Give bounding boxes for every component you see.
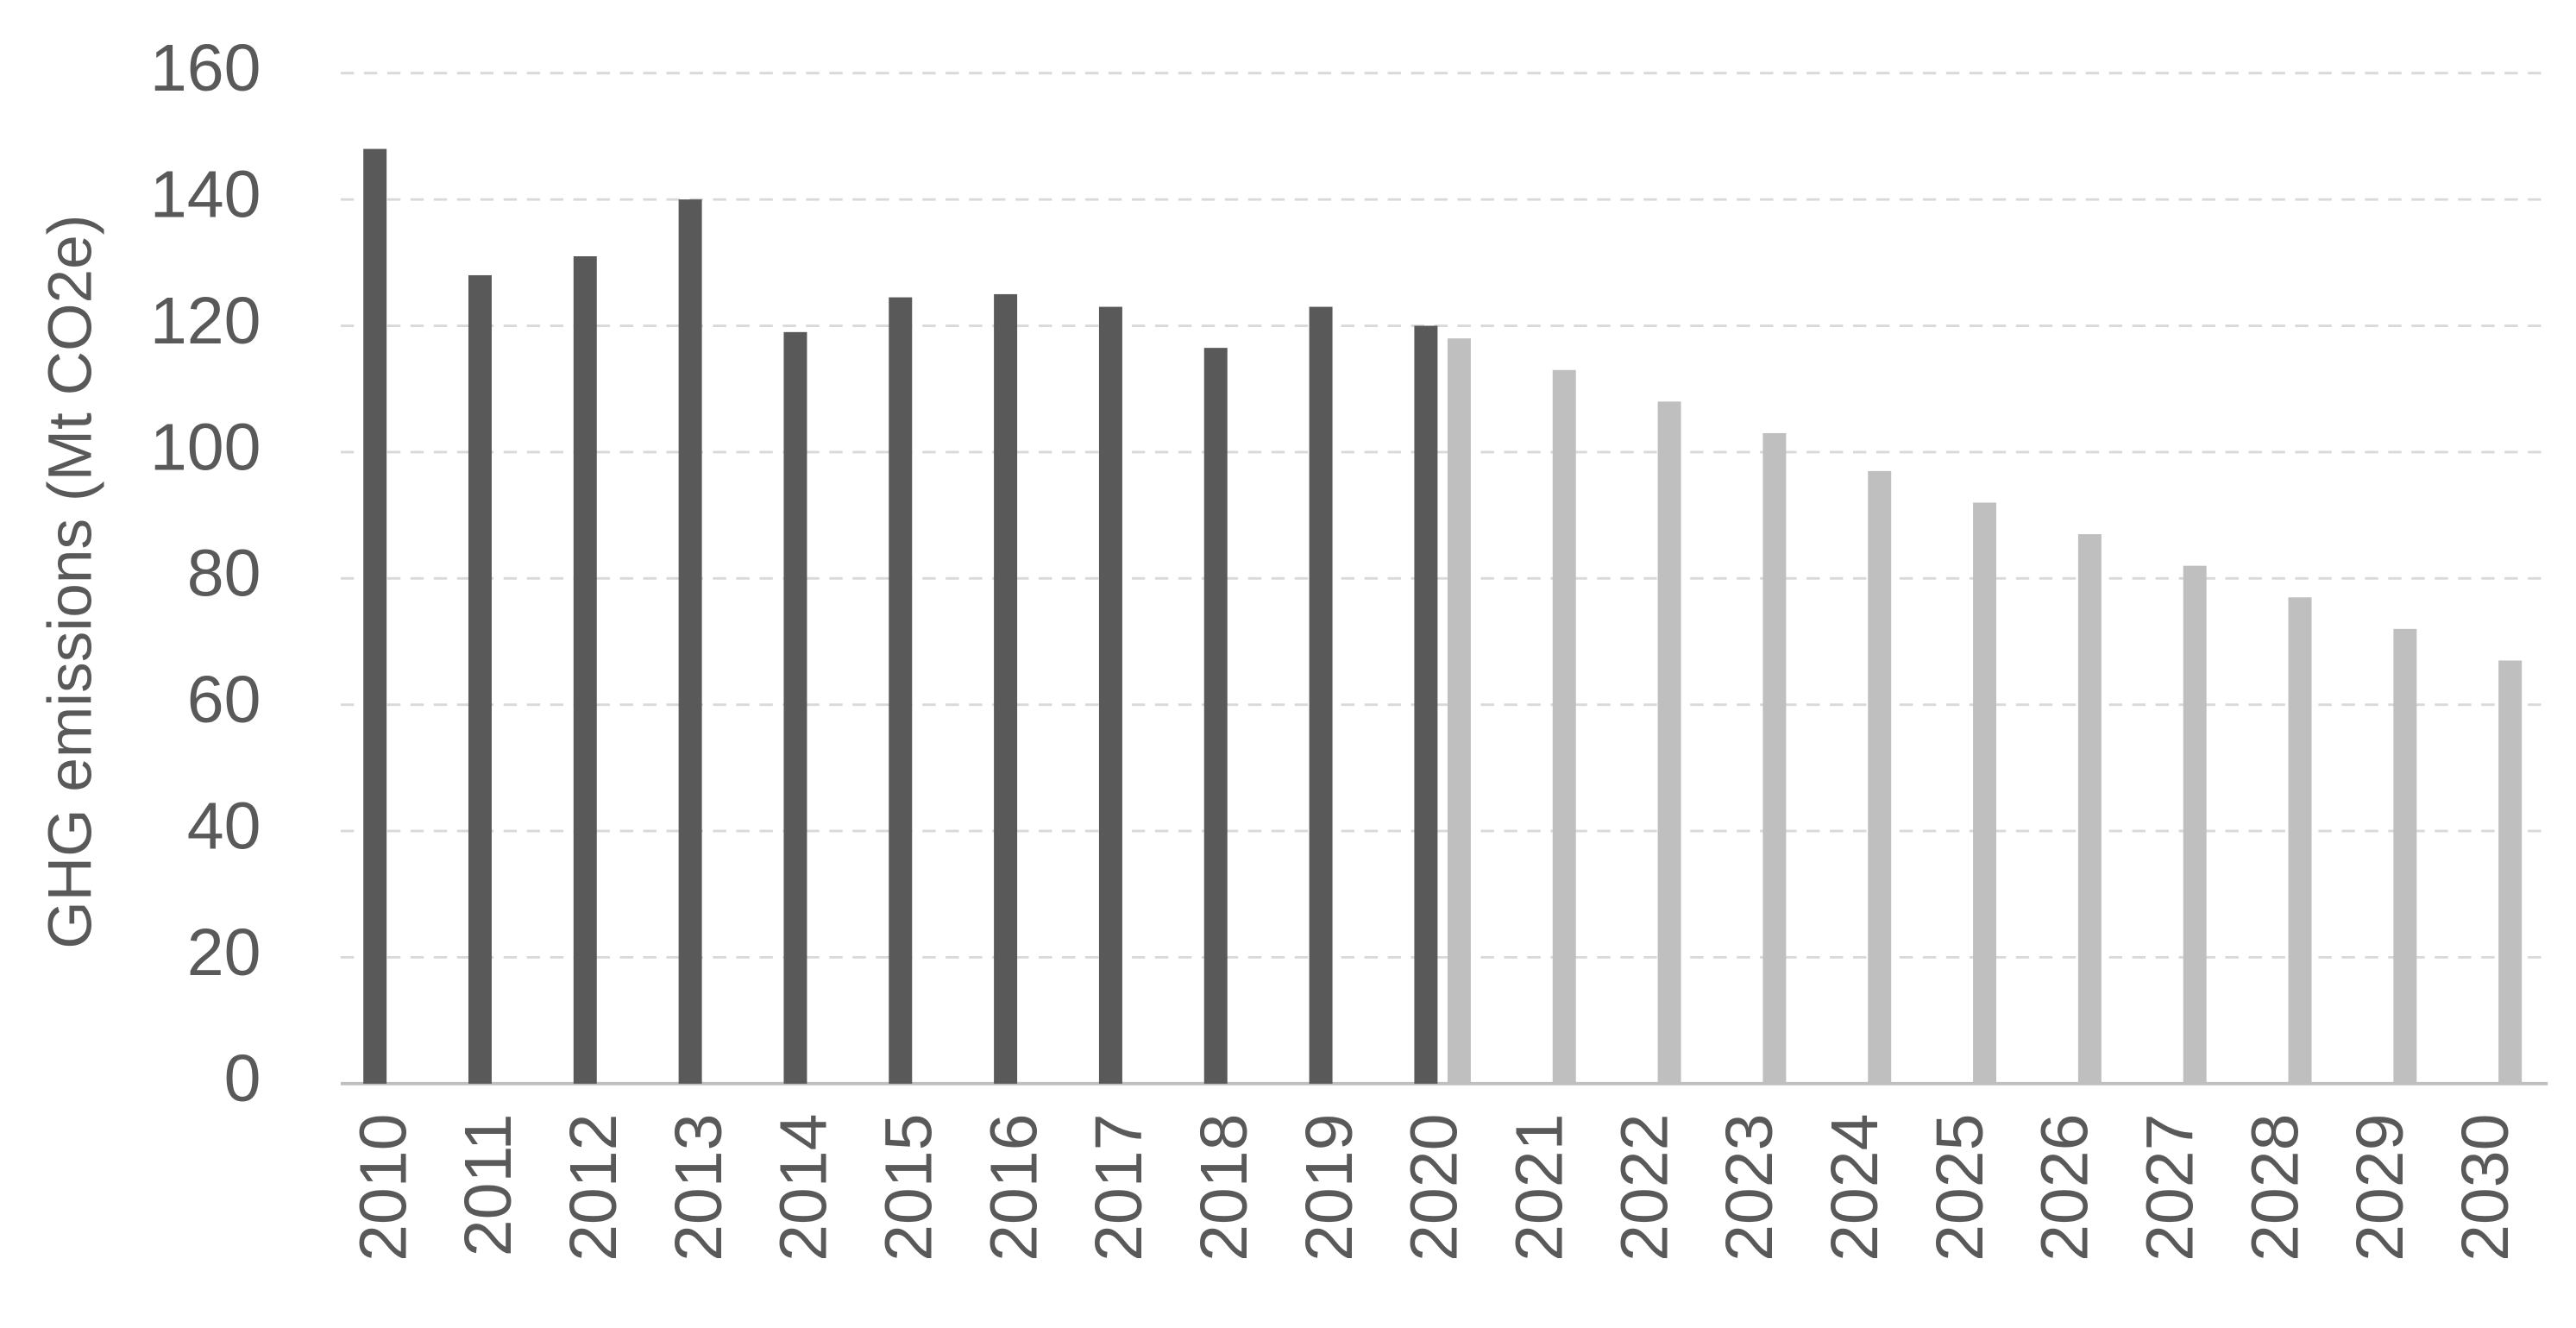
x-tick-label: 2018 — [1187, 1114, 1261, 1262]
x-tick-label: 2013 — [662, 1114, 736, 1262]
bar — [1203, 348, 1228, 1084]
x-tick-label: 2010 — [346, 1114, 420, 1262]
x-tick-label: 2014 — [767, 1114, 841, 1262]
bar — [2183, 565, 2207, 1084]
x-tick-label: 2021 — [1502, 1114, 1576, 1262]
y-tick-label: 160 — [150, 31, 261, 105]
x-tick-label: 2029 — [2343, 1114, 2417, 1262]
x-tick-label: 2019 — [1292, 1114, 1367, 1262]
bar — [1414, 325, 1438, 1084]
x-tick-label: 2023 — [1712, 1114, 1787, 1262]
bar — [468, 274, 492, 1084]
bar — [1973, 502, 1997, 1084]
bar — [1309, 306, 1333, 1084]
x-tick-label: 2024 — [1818, 1114, 1892, 1262]
bar — [1657, 401, 1681, 1084]
x-tick-label: 2030 — [2448, 1114, 2523, 1262]
x-tick-label: 2022 — [1607, 1114, 1681, 1262]
y-axis-label: GHG emissions (Mt CO2e) — [36, 215, 105, 949]
x-tick-label: 2027 — [2133, 1114, 2207, 1262]
y-tick-label: 140 — [150, 158, 261, 232]
bar — [1762, 432, 1787, 1084]
bar — [1868, 470, 1892, 1084]
bar — [363, 148, 387, 1084]
x-tick-label: 2025 — [1923, 1114, 1997, 1262]
x-tick-label: 2012 — [556, 1114, 631, 1262]
y-tick-label: 20 — [187, 916, 261, 990]
y-tick-label: 120 — [150, 284, 261, 358]
x-tick-label: 2016 — [977, 1114, 1051, 1262]
bar — [783, 331, 807, 1084]
bar — [994, 293, 1018, 1084]
y-tick-label: 100 — [150, 410, 261, 484]
bar — [1098, 306, 1122, 1084]
bar — [1552, 369, 1576, 1084]
y-tick-label: 0 — [224, 1042, 261, 1116]
bar — [678, 199, 702, 1084]
bar — [1447, 338, 1471, 1084]
x-tick-label: 2011 — [451, 1114, 525, 1257]
x-tick-label: 2028 — [2238, 1114, 2312, 1262]
x-tick-label: 2020 — [1398, 1114, 1472, 1262]
bar — [573, 256, 597, 1084]
y-tick-label: 40 — [187, 789, 261, 863]
bar — [2393, 628, 2417, 1084]
y-tick-label: 80 — [187, 537, 261, 611]
bar — [2077, 534, 2102, 1084]
bar — [889, 297, 913, 1084]
x-tick-label: 2015 — [872, 1114, 946, 1262]
x-tick-label: 2017 — [1082, 1114, 1156, 1262]
x-tick-label: 2026 — [2028, 1114, 2102, 1262]
bar — [2498, 660, 2523, 1084]
bar — [2288, 597, 2312, 1084]
y-tick-label: 60 — [187, 663, 261, 737]
